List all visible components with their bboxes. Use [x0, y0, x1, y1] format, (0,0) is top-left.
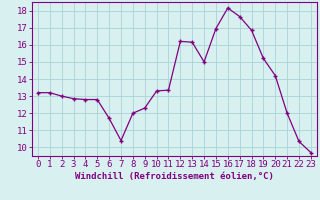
X-axis label: Windchill (Refroidissement éolien,°C): Windchill (Refroidissement éolien,°C): [75, 172, 274, 181]
